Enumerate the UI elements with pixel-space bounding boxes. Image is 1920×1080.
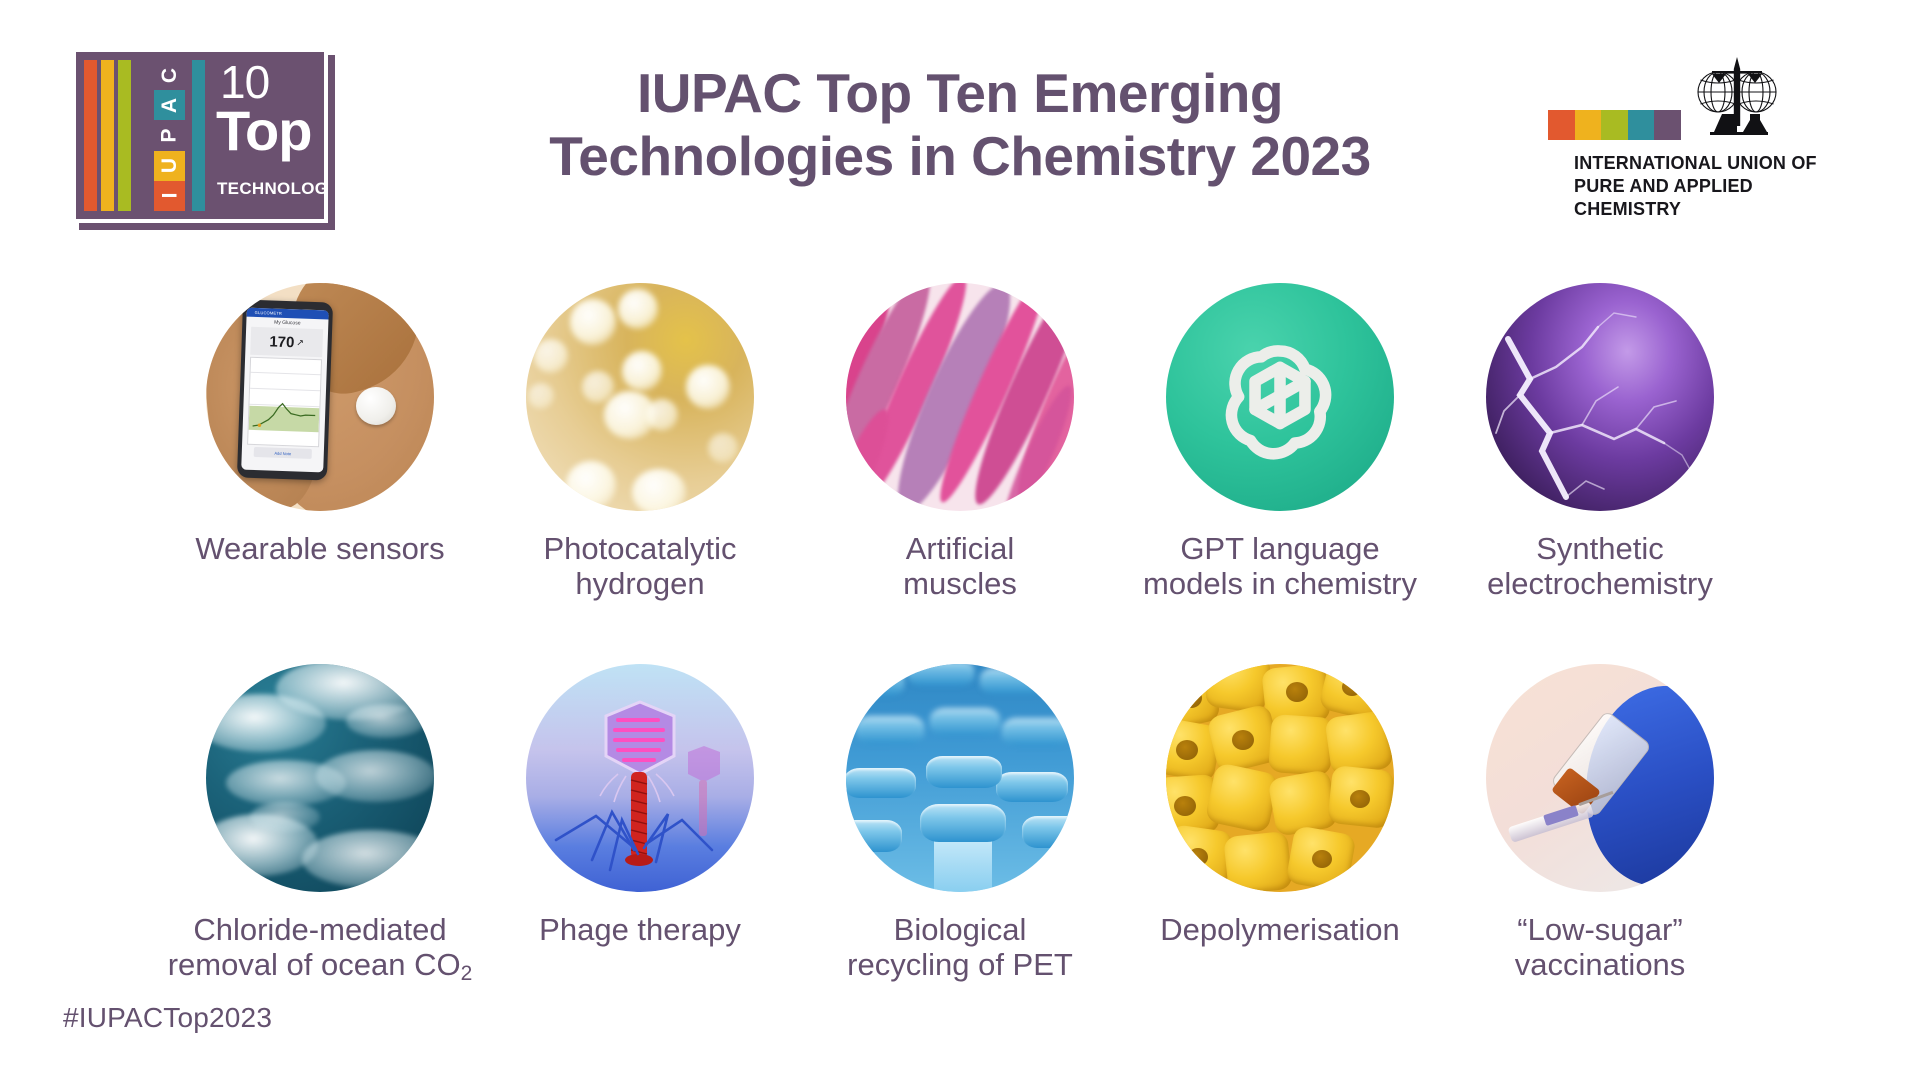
iupac-colorbar-teal [1627,110,1655,140]
technology-label-gpt-language-models: GPT language models in chemistry [1125,531,1435,601]
glucose-trend-arrow-icon: ↗ [296,336,305,348]
golden-bokeh-light-photo [526,283,754,511]
badge-word-top: Top [216,99,312,162]
iupac-official-logo: INTERNATIONAL UNION OF PURE AND APPLIED … [1548,52,1858,219]
iupac-caption-line-2: PURE AND APPLIED CHEMISTRY [1574,176,1753,220]
badge-letter-p: P [154,120,185,151]
badge-stripe-orange [84,60,97,211]
badge-subtitle-technologies: TECHNOLOGIES [217,179,324,198]
hashtag-label: #IUPACTop2023 [63,1002,273,1033]
technology-cell-wearable-sensors[interactable]: GLUCOMETR My Glucose 170 ↗ [160,283,480,601]
technology-label-line-1: Synthetic [1536,531,1664,566]
co2-subscript: 2 [460,962,473,986]
technology-cell-ocean-co2-removal[interactable]: Chloride-mediated removal of ocean CO2 [160,664,480,986]
technology-label-photocatalytic-hydrogen: Photocatalytic hydrogen [485,531,795,601]
badge-vertical-iupac: C A P U I [154,60,185,212]
yellow-lego-heads-photo [1166,664,1394,893]
badge-letter-a: A [154,90,185,121]
iupac-colorbar-purple [1654,110,1681,140]
glucose-reading-box: 170 ↗ [250,326,324,358]
iupac-colorbar-orange [1548,110,1575,140]
technology-label-line-2: vaccinations [1514,947,1686,983]
technology-label-synthetic-electrochemistry: Synthetic electrochemistry [1445,531,1755,601]
technology-label-wearable-sensors: Wearable sensors [195,531,445,566]
badge-letter-u-text: U [157,158,181,174]
globe-balance-flask-emblem [1692,52,1782,149]
badge-stripe-teal [192,60,205,211]
technology-label-ocean-co2-removal: Chloride-mediated removal of ocean CO2 [165,912,475,986]
technology-label-line-2: models in chemistry [1143,566,1417,602]
glucose-reading-value: 170 [269,332,295,351]
purple-lightning-photo [1486,283,1714,511]
bacteriophage-illustration [526,664,754,893]
badge-text-block: 10 Top TECHNOLOGIES [216,56,324,211]
badge-letter-i-text: I [158,192,181,199]
badge-number-ten: 10 [220,56,270,108]
technology-label-depolymerisation: Depolymerisation [1160,912,1400,948]
technology-label-phage-therapy: Phage therapy [539,912,741,948]
technology-cell-artificial-muscles[interactable]: Artificial muscles [800,283,1120,601]
glucose-trend-chart [247,356,323,448]
iupac-colorbar-olive [1601,110,1628,140]
badge-letter-c: C [154,60,185,91]
technology-cell-low-sugar-vaccinations[interactable]: “Low-sugar” vaccinations [1440,664,1760,982]
badge-stripe-olive [118,60,131,211]
technology-label-line-2: removal of ocean CO2 [165,947,475,986]
technology-cell-gpt-language-models[interactable]: GPT language models in chemistry [1120,283,1440,601]
openai-gpt-logo [1166,283,1394,511]
technology-label-line-1: Photocatalytic [543,531,737,566]
technology-cell-biological-recycling-pet[interactable]: Biological recycling of PET [800,664,1120,982]
page-title-line-2: Technologies in Chemistry 2023 [549,124,1371,187]
technology-label-line-1: Chloride-mediated [193,912,447,948]
technology-cell-photocatalytic-hydrogen[interactable]: Photocatalytic hydrogen [480,283,800,601]
pet-bottle-caps-photo [846,664,1074,893]
wearable-glucose-sensor-photo: GLUCOMETR My Glucose 170 ↗ [206,283,434,511]
badge-letter-p-text: P [157,128,181,143]
technologies-grid-row-1: GLUCOMETR My Glucose 170 ↗ [160,283,1760,601]
poster-header: C A P U I [0,0,1920,230]
technologies-grid-row-2: Chloride-mediated removal of ocean CO2 [160,664,1760,986]
technology-cell-synthetic-electrochemistry[interactable]: Synthetic electrochemistry [1440,283,1760,601]
iupac-caption-line-1: INTERNATIONAL UNION OF [1574,153,1817,173]
glucose-sensor-patch [356,387,396,425]
badge-stripe-group [84,60,131,211]
technology-label-biological-recycling-pet: Biological recycling of PET [805,912,1115,982]
technology-label-line-1: Biological [893,912,1027,948]
muscle-tissue-histology-photo [846,283,1074,511]
top-ten-badge-logo: C A P U I [72,48,335,230]
technologies-grid: GLUCOMETR My Glucose 170 ↗ [160,283,1760,986]
technology-label-artificial-muscles: Artificial muscles [805,531,1115,601]
page-title: IUPAC Top Ten Emerging Technologies in C… [430,62,1490,187]
iupac-logo-caption: INTERNATIONAL UNION OF PURE AND APPLIED … [1574,152,1864,221]
technology-label-line-2: muscles [903,566,1017,602]
badge-letter-i: I [154,180,185,212]
badge-frame: C A P U I [72,48,328,223]
technology-label-line-2: recycling of PET [847,947,1073,983]
iupac-colorbar-yellow [1574,110,1602,140]
add-note-button[interactable]: Add Note [253,446,312,459]
technology-label-line-2-text: removal of ocean CO [167,947,461,983]
badge-letter-c-text: C [157,67,181,83]
badge-inner: C A P U I [76,52,324,219]
technology-label-low-sugar-vaccinations: “Low-sugar” vaccinations [1445,912,1755,982]
technology-label-line-1: GPT language [1180,531,1380,566]
badge-stripe-yellow [101,60,114,211]
phone-screen: GLUCOMETR My Glucose 170 ↗ [241,307,329,473]
page-title-line-1: IUPAC Top Ten Emerging [637,62,1283,124]
vaccine-vial-syringe-photo [1486,664,1714,893]
technology-cell-phage-therapy[interactable]: Phage therapy [480,664,800,982]
technology-cell-depolymerisation[interactable]: Depolymerisation [1120,664,1440,982]
technology-label-line-1: “Low-sugar” [1517,912,1683,948]
smartphone-shape: GLUCOMETR My Glucose 170 ↗ [236,299,334,481]
technology-label-line-2: electrochemistry [1487,566,1713,602]
technology-label-line-2: hydrogen [575,566,705,602]
turbulent-ocean-water-photo [206,664,434,893]
iupac-colorbar [1548,110,1681,140]
technology-label-line-1: Artificial [905,531,1015,566]
badge-letter-u: U [154,150,185,181]
badge-letter-a-text: A [157,97,181,113]
